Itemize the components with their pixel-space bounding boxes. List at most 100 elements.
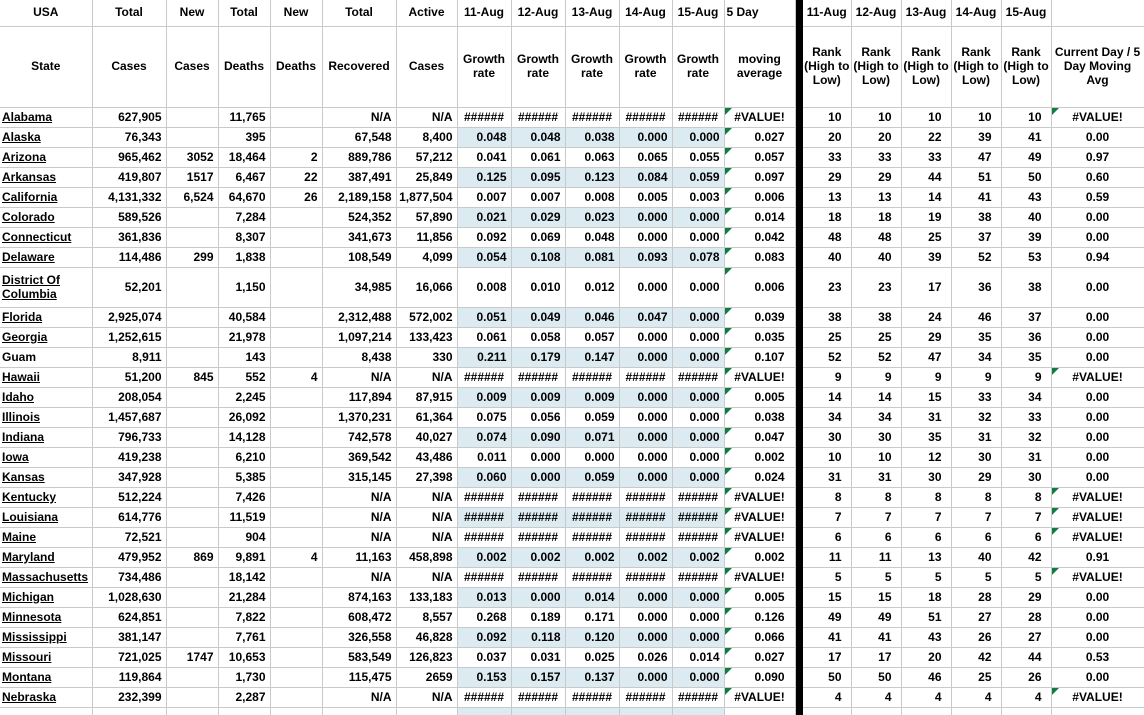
cell-rank-14aug[interactable]: 39 bbox=[951, 127, 1002, 148]
section-divider[interactable] bbox=[795, 247, 803, 268]
cell-new-deaths[interactable]: 2 bbox=[270, 147, 323, 168]
cell-rank-14aug[interactable]: 46 bbox=[951, 307, 1002, 328]
header-growth-rate-15aug[interactable]: Growth rate bbox=[672, 26, 725, 108]
cell-5day-moving-avg[interactable]: 0.035 bbox=[724, 327, 796, 348]
cell-rank-12aug[interactable]: 18 bbox=[851, 207, 902, 228]
cell-growth-14aug[interactable]: ###### bbox=[619, 487, 673, 508]
cell-total-cases[interactable]: 76,343 bbox=[92, 127, 167, 148]
cell-growth-12aug[interactable]: 0.002 bbox=[511, 547, 566, 568]
cell-active-cases[interactable]: 4,099 bbox=[396, 247, 458, 268]
cell-rank-13aug[interactable]: 19 bbox=[901, 207, 952, 228]
cell-recovered[interactable]: N/A bbox=[322, 527, 397, 548]
cell-active-cases[interactable]: 25,849 bbox=[396, 167, 458, 188]
header-moving-average[interactable]: moving average bbox=[724, 26, 796, 108]
cell-growth-14aug[interactable]: 0.000 bbox=[619, 407, 673, 428]
cell-total-cases[interactable]: 381,147 bbox=[92, 627, 167, 648]
cell-rank-13aug[interactable]: 10 bbox=[901, 107, 952, 128]
cell-current-day-ratio[interactable]: 0.00 bbox=[1051, 347, 1144, 368]
cell-state[interactable]: Iowa bbox=[0, 447, 93, 468]
cell-current-day-ratio[interactable]: 0.91 bbox=[1051, 547, 1144, 568]
cell-state[interactable]: Guam bbox=[0, 347, 93, 368]
cell-rank-11aug[interactable]: 9 bbox=[803, 367, 852, 388]
cell-growth-12aug[interactable]: 0.000 bbox=[511, 467, 566, 488]
cell-rank-14aug[interactable]: 52 bbox=[951, 247, 1002, 268]
cell-growth-13aug[interactable]: 0.059 bbox=[565, 407, 620, 428]
cell-growth-15aug[interactable]: 0.000 bbox=[672, 387, 725, 408]
cell-growth-12aug[interactable]: 0.000 bbox=[511, 587, 566, 608]
cell-5day-moving-avg[interactable]: 0.002 bbox=[724, 547, 796, 568]
cell-active-cases[interactable]: 330 bbox=[396, 347, 458, 368]
section-divider[interactable] bbox=[795, 307, 803, 328]
cell-current-day-ratio[interactable]: 0.00 bbox=[1051, 207, 1144, 228]
cell-growth-11aug[interactable]: 0.007 bbox=[457, 187, 512, 208]
header-rank-13aug[interactable]: Rank (High to Low) bbox=[901, 26, 952, 108]
cell-current-day-ratio[interactable]: 0.00 bbox=[1051, 427, 1144, 448]
cell-recovered[interactable]: 115,475 bbox=[322, 667, 397, 688]
cell-growth-14aug[interactable]: 0.093 bbox=[619, 247, 673, 268]
cell-new-cases[interactable] bbox=[166, 267, 219, 308]
section-divider[interactable] bbox=[795, 327, 803, 348]
cell-growth-13aug[interactable]: ###### bbox=[565, 107, 620, 128]
cell-new-deaths[interactable] bbox=[270, 667, 323, 688]
cell-total-cases[interactable]: 1,457,687 bbox=[92, 407, 167, 428]
cell-rank-15aug[interactable]: 36 bbox=[1001, 327, 1052, 348]
cell-state[interactable]: Colorado bbox=[0, 207, 93, 228]
cell-growth-13aug[interactable]: 0.137 bbox=[565, 667, 620, 688]
cell-growth-11aug[interactable]: 0.092 bbox=[457, 227, 512, 248]
cell-growth-11aug[interactable]: 0.075 bbox=[457, 407, 512, 428]
cell-recovered[interactable]: 742,578 bbox=[322, 427, 397, 448]
cell-total-cases[interactable]: 479,952 bbox=[92, 547, 167, 568]
cell-growth-15aug[interactable]: 0.000 bbox=[672, 347, 725, 368]
cell-new-cases[interactable]: 1517 bbox=[166, 167, 219, 188]
cell-growth-12aug[interactable]: 0.031 bbox=[511, 647, 566, 668]
header-deaths-1[interactable]: Deaths bbox=[218, 26, 271, 108]
cell-state[interactable]: California bbox=[0, 187, 93, 208]
cell-new-deaths[interactable] bbox=[270, 107, 323, 128]
cell-total-deaths[interactable]: 143 bbox=[218, 347, 271, 368]
cell-rank-13aug[interactable]: 46 bbox=[901, 667, 952, 688]
cell-active-cases[interactable]: N/A bbox=[396, 367, 458, 388]
cell-rank-12aug[interactable]: 13 bbox=[851, 187, 902, 208]
cell-total-cases[interactable]: 347,928 bbox=[92, 467, 167, 488]
cell-growth-13aug[interactable]: ###### bbox=[565, 687, 620, 708]
section-divider[interactable] bbox=[795, 107, 803, 128]
cell-growth-12aug[interactable]: 0.049 bbox=[511, 307, 566, 328]
cell-rank-13aug[interactable]: 22 bbox=[901, 127, 952, 148]
section-divider[interactable] bbox=[795, 347, 803, 368]
cell-rank-11aug[interactable]: 31 bbox=[803, 467, 852, 488]
cell-5day-moving-avg[interactable]: 0.039 bbox=[724, 307, 796, 328]
cell-growth-14aug[interactable]: ###### bbox=[619, 507, 673, 528]
cell-current-day-ratio[interactable]: #VALUE! bbox=[1051, 107, 1144, 128]
cell-rank-13aug[interactable]: 29 bbox=[901, 327, 952, 348]
cell-total-deaths[interactable]: 2,287 bbox=[218, 687, 271, 708]
cell-active-cases[interactable]: N/A bbox=[396, 567, 458, 588]
cell-total-deaths[interactable]: 5,385 bbox=[218, 467, 271, 488]
cell-growth-15aug[interactable]: ###### bbox=[672, 107, 725, 128]
cell-recovered[interactable]: 108,549 bbox=[322, 247, 397, 268]
cell-total-cases[interactable]: 796,733 bbox=[92, 427, 167, 448]
cell-rank-15aug[interactable]: 35 bbox=[1001, 347, 1052, 368]
cell-rank-13aug[interactable]: 15 bbox=[901, 387, 952, 408]
cell-active-cases[interactable]: N/A bbox=[396, 507, 458, 528]
cell-current-day-ratio[interactable]: 0.53 bbox=[1051, 647, 1144, 668]
cell-growth-13aug[interactable]: ###### bbox=[565, 367, 620, 388]
cell-active-cases[interactable]: 11,856 bbox=[396, 227, 458, 248]
cell-current-day-ratio[interactable]: 0.59 bbox=[1051, 187, 1144, 208]
cell-empty[interactable] bbox=[565, 707, 620, 715]
cell-growth-11aug[interactable]: 0.060 bbox=[457, 467, 512, 488]
cell-growth-12aug[interactable]: 0.179 bbox=[511, 347, 566, 368]
header-deaths-2[interactable]: Deaths bbox=[270, 26, 323, 108]
cell-empty[interactable] bbox=[901, 707, 952, 715]
cell-rank-13aug[interactable]: 31 bbox=[901, 407, 952, 428]
cell-rank-13aug[interactable]: 44 bbox=[901, 167, 952, 188]
header-growth-rate-14aug[interactable]: Growth rate bbox=[619, 26, 673, 108]
cell-rank-12aug[interactable]: 29 bbox=[851, 167, 902, 188]
cell-new-deaths[interactable] bbox=[270, 227, 323, 248]
cell-total-cases[interactable]: 734,486 bbox=[92, 567, 167, 588]
cell-growth-13aug[interactable]: 0.009 bbox=[565, 387, 620, 408]
cell-growth-11aug[interactable]: 0.268 bbox=[457, 607, 512, 628]
cell-current-day-ratio[interactable]: 0.00 bbox=[1051, 307, 1144, 328]
cell-total-deaths[interactable]: 8,307 bbox=[218, 227, 271, 248]
cell-rank-11aug[interactable]: 4 bbox=[803, 687, 852, 708]
header-total-1[interactable]: Total bbox=[92, 0, 167, 27]
